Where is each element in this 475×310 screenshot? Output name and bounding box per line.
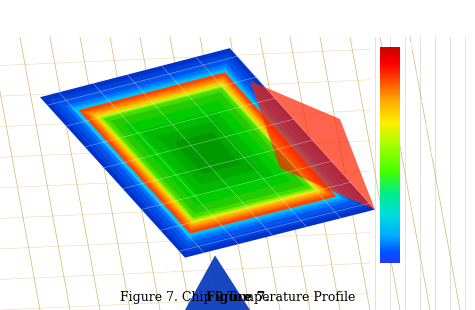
Text: 77.2365: 77.2365 [405, 150, 436, 160]
Text: Z: Z [8, 282, 15, 292]
Text: Y: Y [25, 267, 31, 277]
Text: Figure 7. Chip 2 Temperature Profile: Figure 7. Chip 2 Temperature Profile [120, 291, 355, 304]
Polygon shape [100, 86, 315, 220]
Polygon shape [84, 75, 332, 230]
Polygon shape [157, 122, 258, 184]
Polygon shape [90, 80, 325, 226]
Polygon shape [97, 84, 318, 222]
Polygon shape [70, 67, 345, 239]
Text: Temperature
C: Temperature C [363, 14, 416, 33]
Text: 66.5771: 66.5771 [405, 232, 436, 241]
Text: 70.1303: 70.1303 [405, 205, 436, 214]
Text: 91.4491: 91.4491 [405, 42, 436, 51]
Text: Figure 7.: Figure 7. [206, 291, 269, 304]
Polygon shape [48, 53, 367, 252]
Text: 63.024: 63.024 [405, 259, 431, 268]
Text: 73.6834: 73.6834 [405, 178, 436, 187]
Polygon shape [74, 69, 342, 237]
Polygon shape [57, 59, 358, 247]
Polygon shape [87, 78, 328, 228]
Polygon shape [40, 48, 375, 258]
Text: X: X [50, 282, 57, 292]
Text: 87.896: 87.896 [405, 69, 431, 78]
Polygon shape [78, 72, 336, 234]
Text: 80.7897: 80.7897 [405, 123, 436, 132]
Polygon shape [250, 81, 375, 210]
Polygon shape [110, 92, 304, 214]
Text: 84.3428: 84.3428 [405, 96, 436, 105]
Polygon shape [174, 132, 241, 174]
Polygon shape [77, 71, 338, 235]
Polygon shape [104, 88, 311, 218]
Polygon shape [65, 64, 350, 242]
Polygon shape [185, 255, 250, 310]
Polygon shape [124, 101, 291, 206]
Polygon shape [94, 82, 322, 224]
Polygon shape [141, 111, 275, 195]
